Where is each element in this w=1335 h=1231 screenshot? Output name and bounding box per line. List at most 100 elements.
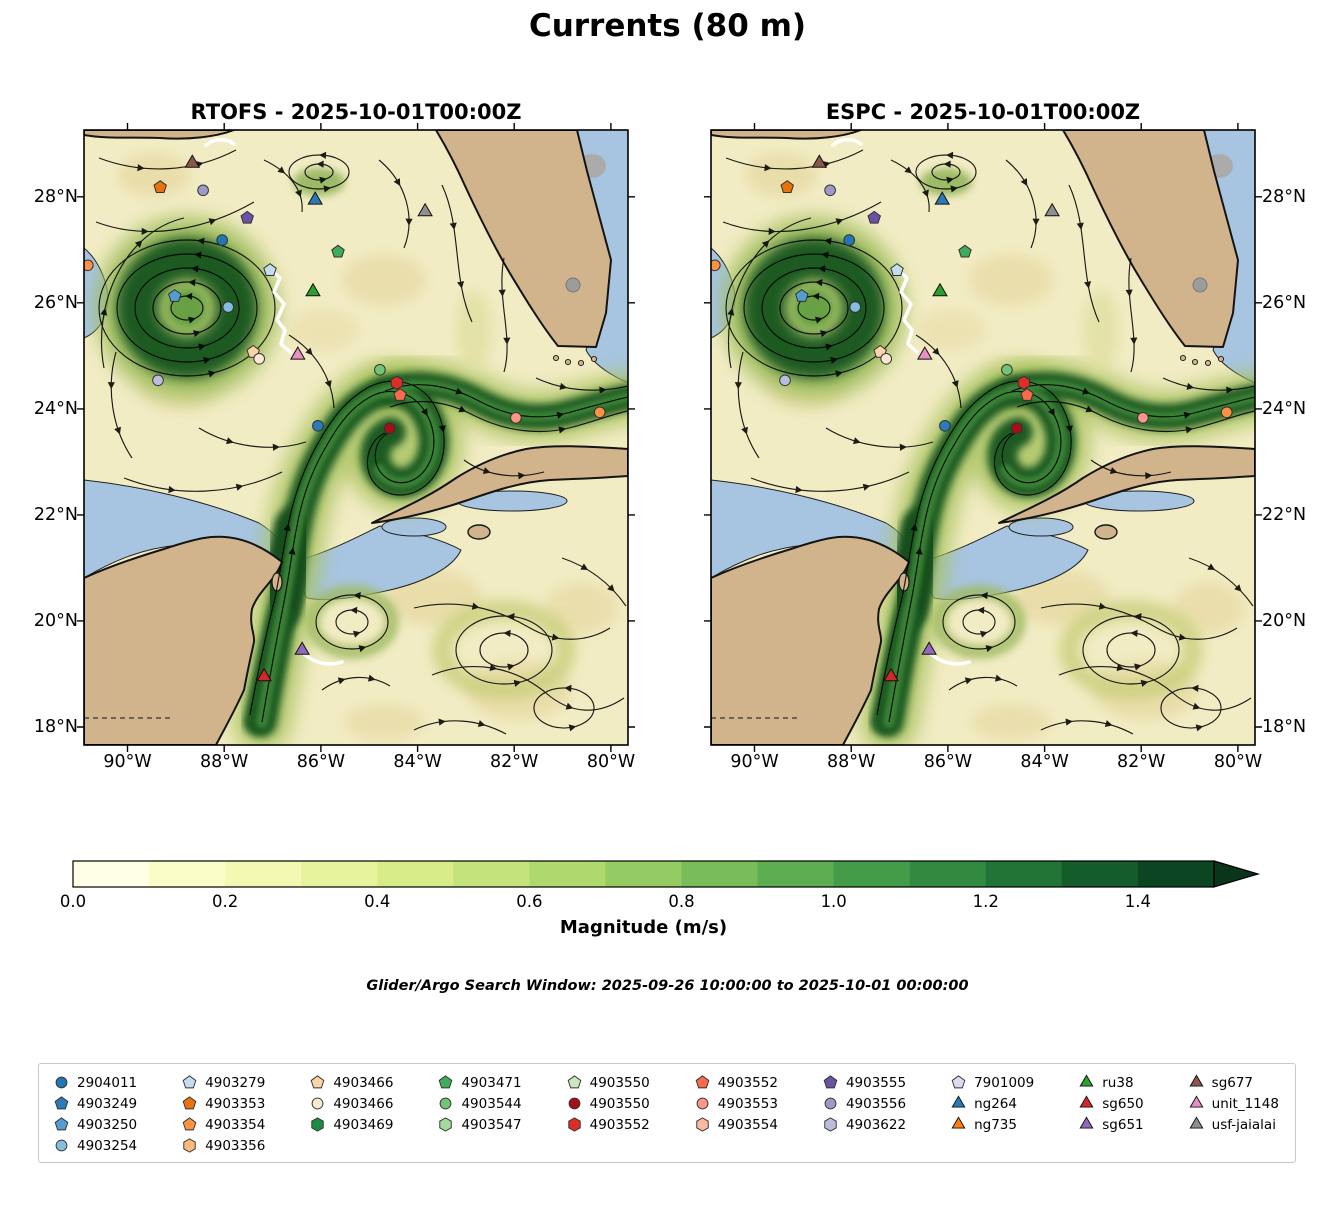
legend-item-label: unit_1148 [1211,1095,1279,1112]
colorbar-tick-label: 0.0 [59,892,87,911]
legend-item: 7901009 [950,1072,1034,1093]
instrument-marker [374,363,386,376]
triangle-marker-icon [951,1095,966,1108]
pentagon-marker-icon [182,1075,197,1089]
legend-item: 4903353 [181,1093,265,1114]
instrument-marker [305,282,321,297]
legend-column: 4903552 4903553 4903554 [694,1072,778,1135]
instrument-marker [312,419,324,432]
colorbar [72,860,1263,891]
colorbar-label: Magnitude (m/s) [559,917,728,938]
y-tick-label: 26°N [33,292,78,313]
circle-marker-icon [824,1097,837,1110]
legend-item-label: 4903550 [589,1095,650,1112]
legend-item-label: 4903466 [333,1095,394,1112]
instrument-marker [153,180,167,193]
legend: 2904011 4903249 4903250 4903254 4903279 49033… [38,1063,1296,1163]
colorbar-tick-label: 1.4 [1124,892,1152,911]
legend-item-label: 4903555 [845,1074,907,1091]
legend-item: 4903553 [694,1093,778,1114]
circle-marker-icon [55,1139,68,1152]
legend-item-label: 4903279 [205,1074,266,1091]
legend-item: 4903544 [437,1093,522,1114]
y-tick-label: 20°N [33,610,78,631]
legend-item-label: 7901009 [974,1074,1035,1091]
legend-item-label: 4903554 [717,1116,778,1133]
colorbar-tick-label: 0.4 [364,892,391,911]
pentagon-marker-icon [695,1075,710,1089]
y-tick-label: 20°N [1262,610,1307,631]
circle-marker-icon [696,1097,709,1110]
legend-item-label: sg651 [1102,1116,1144,1133]
y-tick-label: 22°N [33,504,78,525]
hexagon-marker-icon [696,1117,709,1132]
glider-track [302,652,344,666]
axes-frame [77,123,635,752]
legend-item-label: 4903550 [589,1074,650,1091]
triangle-marker-icon [1079,1116,1094,1129]
y-tick-label: 22°N [1262,504,1307,525]
lake-okeechobee [565,277,581,293]
legend-item: 4903356 [181,1135,265,1156]
legend-item-label: 2904011 [77,1074,138,1091]
instrument-marker [307,191,323,205]
instrument-marker [593,406,606,419]
legend-item: ru38 [1078,1072,1143,1093]
hexagon-marker-icon [824,1117,837,1132]
triangle-marker-icon [1189,1116,1204,1129]
glider-track [204,137,236,147]
panel-title-rtofs: RTOFS - 2025-10-01T00:00Z [190,100,522,124]
legend-item: ng735 [950,1114,1034,1135]
map-markers [84,154,606,682]
instrument-marker [294,641,310,655]
pentagon-marker-icon [951,1075,966,1089]
colorbar-ticks: 0.0 0.2 0.4 0.6 0.8 1.0 1.2 1.4 [60,892,1214,914]
y-tick-label: 18°N [1262,717,1307,737]
circle-marker-icon [311,1097,324,1110]
legend-item: 4903471 [437,1072,522,1093]
instrument-marker [222,301,235,313]
instrument-marker [417,202,433,217]
colorbar-gradient [72,860,1261,888]
legend-column: 2904011 4903249 4903250 4903254 [53,1072,137,1156]
legend-column: 4903550 4903550 4903552 [566,1072,650,1135]
x-tick-label: 82°W [1117,752,1166,772]
x-tick-label: 86°W [923,752,973,772]
legend-item-label: 4903354 [205,1116,266,1133]
legend-item-label: ng264 [974,1095,1017,1112]
legend-item: sg651 [1078,1114,1144,1135]
land-yucatan [84,535,283,745]
triangle-marker-icon [1189,1095,1204,1108]
legend-item-label: 4903353 [205,1095,266,1112]
circle-marker-icon [440,1097,452,1110]
x-tick-label: 80°W [586,752,636,772]
triangle-marker-icon [1189,1074,1204,1087]
triangle-marker-icon [1079,1074,1094,1087]
legend-item: 4903466 [309,1072,393,1093]
x-tick-label: 90°W [730,752,779,772]
x-tick-label: 80°W [1213,752,1263,772]
panel-title-espc: ESPC - 2025-10-01T00:00Z [825,100,1141,124]
hexagon-marker-icon [439,1117,453,1132]
legend-item: 4903550 [566,1093,650,1114]
legend-item: 4903555 [822,1072,906,1093]
pentagon-marker-icon [439,1075,453,1089]
circle-marker-icon [55,1076,68,1089]
instrument-marker [253,352,266,365]
legend-item: 4903552 [694,1072,778,1093]
x-tick-label: 90°W [103,752,152,772]
cozumel-island [271,572,283,592]
circle-marker-icon [568,1097,581,1110]
y-tick-label: 24°N [33,398,78,419]
legend-item-label: 4903466 [333,1074,394,1091]
legend-item-label: 4903544 [461,1095,522,1112]
land-florida [435,130,612,348]
legend-item-label: ng735 [974,1116,1017,1133]
legend-item: sg677 [1188,1072,1279,1093]
pentagon-marker-icon [823,1075,838,1089]
instrument-marker [152,374,164,387]
y-tick-label: 18°N [33,717,78,737]
legend-item-label: 4903547 [461,1116,522,1133]
legend-item-label: sg650 [1102,1095,1144,1112]
